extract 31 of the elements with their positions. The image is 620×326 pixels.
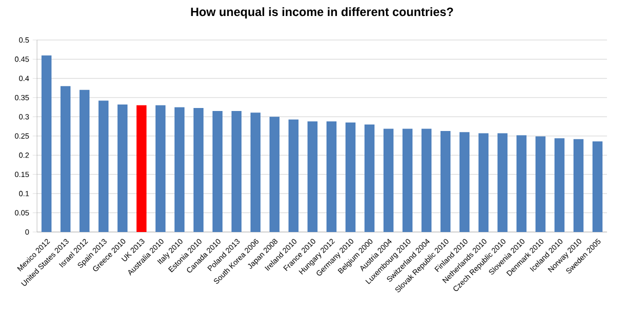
bar (80, 90, 90, 232)
bar (118, 104, 128, 232)
bar (346, 122, 356, 232)
bar (98, 100, 109, 232)
bar (212, 111, 223, 232)
bar (535, 136, 546, 232)
bar (60, 86, 71, 232)
chart-title: How unequal is income in different countries? (191, 7, 453, 18)
bar (384, 128, 394, 232)
bar (364, 124, 375, 232)
bar (422, 128, 432, 232)
bar (402, 128, 412, 232)
bar (554, 138, 564, 232)
bar (250, 112, 261, 232)
bar (288, 119, 299, 232)
bar (592, 141, 602, 232)
bar (42, 55, 52, 232)
bar (156, 105, 166, 232)
bar (460, 132, 470, 232)
bar (232, 111, 242, 232)
bar (326, 121, 337, 232)
bar (478, 133, 488, 232)
bar (174, 107, 185, 232)
bar (497, 133, 508, 232)
bar (440, 131, 450, 232)
bar (194, 108, 204, 232)
bar (136, 105, 147, 232)
bar (308, 121, 318, 232)
bar (516, 135, 526, 232)
bar (270, 116, 280, 232)
bar (573, 139, 584, 232)
